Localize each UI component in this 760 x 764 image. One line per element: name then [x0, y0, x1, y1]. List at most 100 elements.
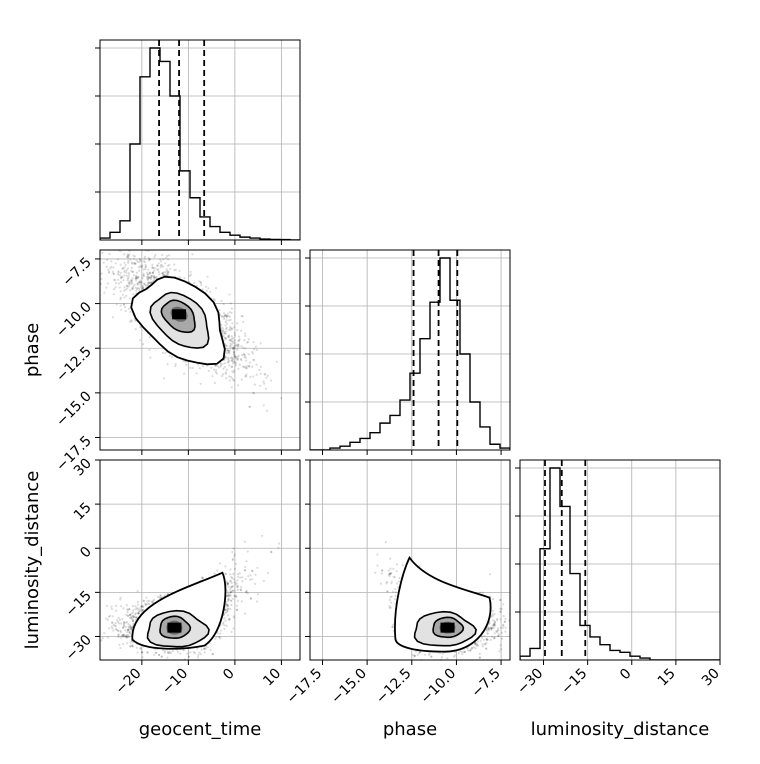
sample-point: [158, 271, 160, 273]
sample-point: [252, 341, 254, 343]
sample-point: [244, 332, 246, 334]
sample-point: [234, 590, 236, 592]
sample-point: [112, 266, 114, 268]
sample-point: [233, 617, 235, 619]
sample-point: [120, 623, 122, 625]
sample-point: [265, 377, 267, 379]
sample-point: [177, 651, 179, 653]
sample-point: [138, 270, 140, 272]
sample-point: [120, 605, 122, 607]
sample-point: [204, 651, 206, 653]
sample-point: [207, 287, 209, 289]
sample-point: [222, 368, 224, 370]
sample-point: [234, 581, 236, 583]
sample-point: [222, 373, 224, 375]
sample-point: [221, 300, 223, 302]
sample-point: [173, 264, 175, 266]
sample-point: [137, 608, 139, 610]
sample-point: [112, 271, 114, 273]
sample-point: [260, 342, 262, 344]
sample-point: [136, 647, 138, 649]
sample-point: [229, 573, 231, 575]
sample-point: [143, 275, 145, 277]
sample-point: [191, 253, 193, 255]
sample-point: [138, 245, 140, 247]
sample-point: [243, 339, 245, 341]
sample-point: [95, 615, 97, 617]
sample-point: [234, 361, 236, 363]
sample-point: [189, 367, 191, 369]
sample-point: [190, 274, 192, 276]
sample-point: [130, 628, 132, 630]
sample-point: [233, 347, 235, 349]
sample-point: [229, 327, 231, 329]
sample-point: [116, 303, 118, 305]
sample-point: [108, 627, 110, 629]
sample-point: [226, 369, 228, 371]
sample-point: [193, 282, 195, 284]
sample-point: [126, 621, 128, 623]
sample-point: [169, 663, 171, 665]
sample-point: [131, 283, 133, 285]
sample-point: [166, 255, 168, 257]
sample-point: [149, 336, 151, 338]
sample-point: [153, 267, 155, 269]
sample-point: [258, 369, 260, 371]
sample-point: [221, 316, 223, 318]
sample-point: [128, 253, 130, 255]
sample-point: [234, 553, 236, 555]
sample-point: [108, 272, 110, 274]
sample-point: [153, 275, 155, 277]
sample-point: [135, 290, 137, 292]
sample-point: [108, 616, 110, 618]
sample-point: [222, 621, 224, 623]
sample-point: [124, 306, 126, 308]
sample-point: [245, 360, 247, 362]
sample-point: [225, 324, 227, 326]
sample-point: [254, 574, 256, 576]
sample-point: [214, 572, 216, 574]
sample-point: [137, 651, 139, 653]
sample-point: [198, 666, 200, 668]
sample-point: [131, 261, 133, 263]
sample-point: [219, 633, 221, 635]
sample-point: [140, 266, 142, 268]
sample-point: [213, 369, 215, 371]
sample-point: [115, 262, 117, 264]
sample-point: [124, 629, 126, 631]
sample-point: [233, 351, 235, 353]
sample-point: [93, 252, 95, 254]
sample-point: [244, 541, 246, 543]
sample-point: [270, 379, 272, 381]
sample-point: [252, 375, 254, 377]
sample-point: [231, 366, 233, 368]
sample-point: [221, 375, 223, 377]
sample-point: [243, 353, 245, 355]
sample-point: [230, 302, 232, 304]
sample-point: [234, 334, 236, 336]
sample-point: [236, 359, 238, 361]
sample-point: [224, 314, 226, 316]
sample-point: [120, 637, 122, 639]
sample-point: [196, 648, 198, 650]
sample-point: [245, 357, 247, 359]
sample-point: [106, 266, 108, 268]
sample-point: [122, 607, 124, 609]
sample-point: [223, 628, 225, 630]
sample-point: [220, 629, 222, 631]
sample-point: [232, 585, 234, 587]
sample-point: [123, 296, 125, 298]
sample-point: [110, 260, 112, 262]
sample-point: [263, 383, 265, 385]
sample-point: [148, 349, 150, 351]
sample-point: [118, 622, 120, 624]
sample-point: [105, 617, 107, 619]
sample-point: [120, 281, 122, 283]
sample-point: [109, 267, 111, 269]
sample-point: [228, 293, 230, 295]
sample-point: [253, 392, 255, 394]
sample-point: [227, 614, 229, 616]
sample-point: [142, 343, 144, 345]
sample-point: [221, 326, 223, 328]
